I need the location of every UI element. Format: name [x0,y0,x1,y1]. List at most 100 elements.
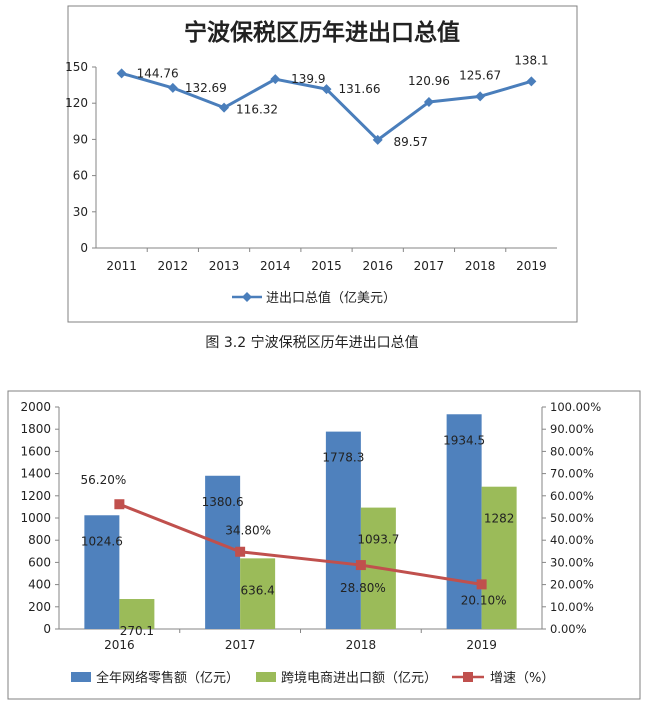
chart2-bar-label: 270.1 [120,624,154,638]
chart1-point [423,97,434,108]
chart2-legend-label-retail: 全年网络零售额（亿元） [96,670,239,686]
chart2-y-tick-label: 400 [28,578,51,592]
chart2-bar-label: 1778.3 [322,451,364,465]
chart1-y-tick-label: 120 [65,96,88,110]
chart2-y2-tick-label: 90.00% [550,422,594,436]
chart1-y-ticks: 0 30 60 90 120 150 [65,60,96,255]
chart1-data-label: 132.69 [185,81,227,95]
chart2-bar-label: 636.4 [240,583,274,597]
chart2-y-tick-label: 0 [43,622,51,636]
chart1-point [372,134,383,145]
chart2-y-tick-label: 800 [28,533,51,547]
chart1-x-tick-label: 2015 [311,259,342,273]
chart2-legend-swatch-crossborder [256,672,276,682]
chart2-y2-tick-label: 30.00% [550,555,594,569]
chart2-bar-label: 1282 [484,512,515,526]
chart2-x-tick-label: 2017 [225,638,256,652]
chart1-data-label: 120.96 [408,74,450,88]
chart2-y2-tick-label: 60.00% [550,489,594,503]
chart1-legend-marker [242,292,252,302]
chart2-growth-point [114,499,125,510]
chart1-point [116,68,127,79]
chart2-bar-labels: 1024.6 270.1 1380.6 636.4 1778.3 1093.7 1934.5… [81,433,515,638]
chart2-bar-label: 1024.6 [81,534,123,548]
chart1-x-ticks: 2011 2012 2013 2014 2015 2016 2017 2018 2019 [106,248,547,273]
chart1-points [116,68,537,145]
chart1-axes [95,67,557,249]
chart1-x-tick-label: 2014 [260,259,291,273]
chart2-y-tick-label: 1600 [20,444,51,458]
chart1-data-label: 89.57 [394,135,428,149]
chart2-x-ticks: 2016 2017 2018 2019 [104,629,497,652]
chart2-growth-label: 28.80% [340,581,386,595]
chart2-x-tick-label: 2016 [104,638,135,652]
chart1-point [219,102,230,113]
chart2-y-tick-label: 2000 [20,400,51,414]
chart2-legend-swatch-retail [71,672,91,682]
chart2-bar-label: 1934.5 [443,433,485,447]
chart1-data-label: 139.9 [291,72,325,86]
chart2-bar-retail [84,515,120,629]
chart2-y-tick-label: 1000 [20,511,51,525]
chart2-bar-retail [446,414,482,629]
chart2-bar-retail [205,475,241,629]
chart2-legend-label-growth: 增速（%） [490,671,554,686]
chart1-point [167,82,178,93]
chart2-y2-tick-label: 0.00% [550,622,587,636]
chart2-legend-marker [463,672,473,682]
chart2-growth-point [355,560,366,571]
chart2-bar-crossborder [481,486,517,629]
chart2-growth-point [476,579,487,590]
chart1-data-label: 144.76 [137,66,179,80]
chart2-bar-crossborder [240,558,276,629]
chart2-y-tick-label: 200 [28,600,51,614]
chart1-x-tick-label: 2019 [516,259,547,273]
chart2-y2-tick-label: 10.00% [550,600,594,614]
chart2-y2-ticks: 0.00% 10.00% 20.00% 30.00% 40.00% 50.00% 60.00… [542,400,601,636]
chart1-y-tick-label: 30 [73,205,88,219]
chart1-data-labels: 144.76 132.69 116.32 139.9 131.66 89.57 120.96… [137,53,549,149]
chart2-y2-tick-label: 20.00% [550,578,594,592]
chart2-growth-label: 20.10% [461,593,507,607]
chart2-bar-label: 1380.6 [202,495,244,509]
chart1-y-tick-label: 90 [73,132,88,146]
chart1-x-tick-label: 2011 [106,259,137,273]
chart1-y-tick-label: 150 [65,60,88,74]
chart2-growth-points [114,499,487,590]
chart1-x-tick-label: 2016 [362,259,393,273]
chart2-growth-line [118,502,482,586]
chart2-y2-tick-label: 100.00% [550,400,601,414]
chart2-y2-tick-label: 70.00% [550,467,594,481]
chart1-data-label: 116.32 [236,103,278,117]
chart1-caption: 图 3.2 宁波保税区历年进出口总值 [205,334,418,351]
chart2-bar-crossborder [119,599,155,629]
chart2-growth-label: 34.80% [225,524,271,538]
chart2-y2-tick-label: 50.00% [550,511,594,525]
chart1-y-tick-label: 60 [73,169,88,183]
chart1-point [475,91,486,102]
chart2-y-ticks: 0 200 400 600 800 1000 1200 1400 1600 1800 2000 [20,400,59,636]
chart2-legend-label-crossborder: 跨境电商进出口额（亿元） [281,671,437,686]
chart2-y-tick-label: 1400 [20,467,51,481]
chart1-frame [67,5,578,323]
chart1-x-tick-label: 2013 [209,259,240,273]
chart1-point [270,74,281,85]
chart1-legend-label: 进出口总值（亿美元） [266,290,396,306]
chart2-legend: 全年网络零售额（亿元） 跨境电商进出口额（亿元） 增速（%） [71,670,554,686]
chart2-growth-label: 56.20% [80,473,126,487]
chart2-growth-point [235,546,246,557]
chart2-x-tick-label: 2019 [466,638,497,652]
chart2-growth-labels: 56.20% 34.80% 28.80% 20.10% [80,473,506,607]
chart1-x-tick-label: 2018 [465,259,496,273]
chart2-growth-path [118,502,482,586]
chart2-y-tick-label: 1200 [20,489,51,503]
chart1-data-label: 125.67 [459,68,501,82]
chart1-y-tick-label: 0 [80,241,88,255]
chart1-point [526,76,537,87]
chart1-data-label: 138.1 [514,53,548,67]
chart2-y2-tick-label: 40.00% [550,533,594,547]
chart1-x-tick-label: 2012 [158,259,189,273]
chart2-bar-label: 1093.7 [357,533,399,547]
chart2-y2-tick-label: 80.00% [550,444,594,458]
